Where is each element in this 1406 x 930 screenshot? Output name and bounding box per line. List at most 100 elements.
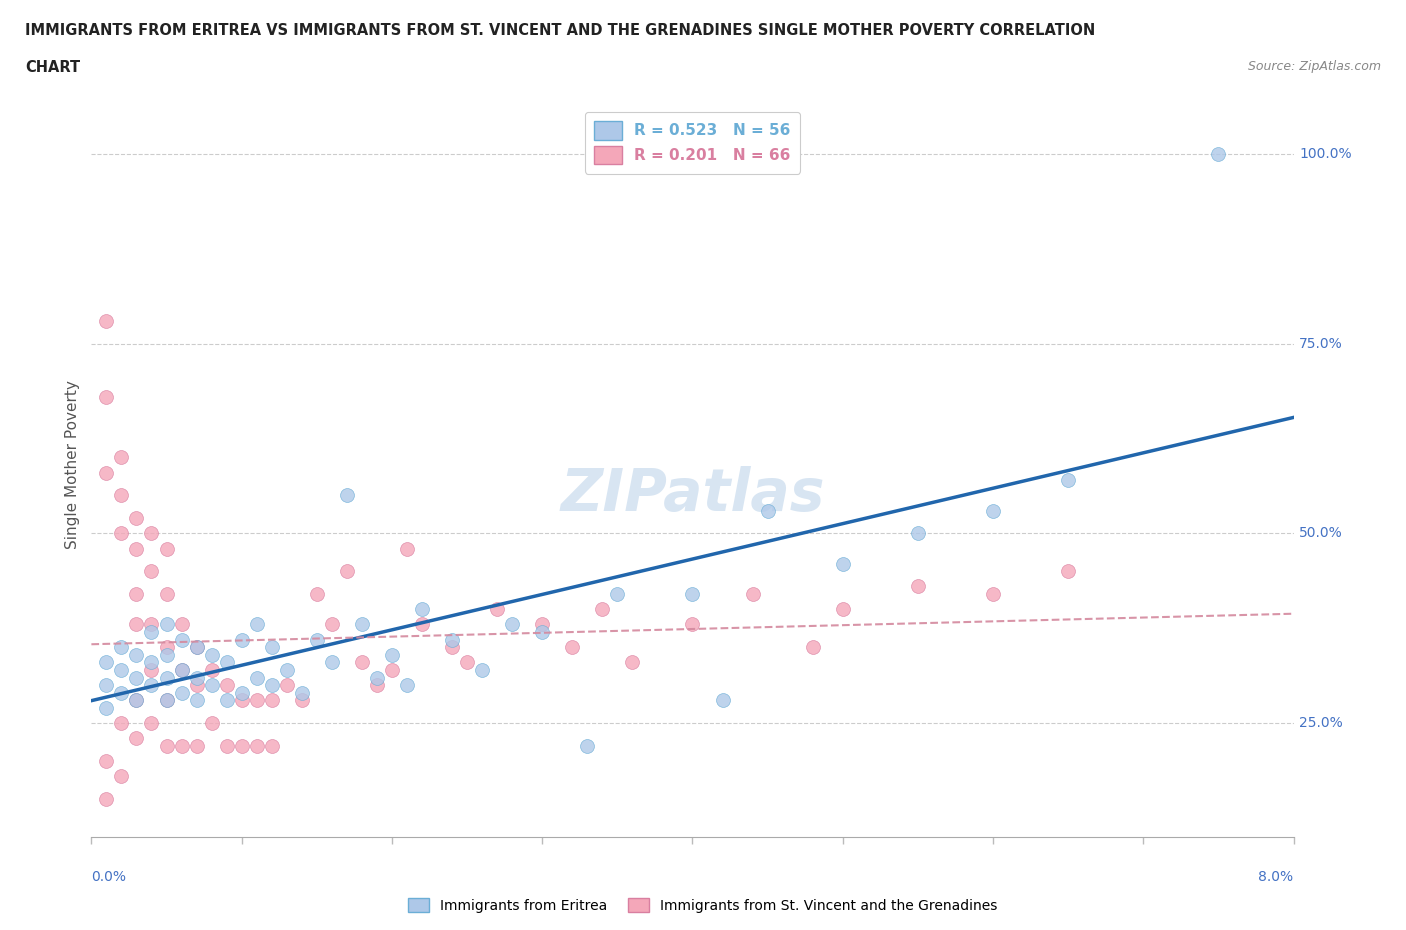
Point xyxy=(155,647,177,662)
Text: 75.0%: 75.0% xyxy=(1299,337,1343,351)
Point xyxy=(201,678,224,693)
Point xyxy=(531,625,554,640)
Point xyxy=(110,769,132,784)
Point xyxy=(440,640,463,655)
Point xyxy=(381,662,404,677)
Point xyxy=(260,678,283,693)
Point xyxy=(501,617,523,631)
Point xyxy=(336,488,359,503)
Point xyxy=(186,693,208,708)
Point xyxy=(411,617,433,631)
Point xyxy=(96,678,118,693)
Point xyxy=(981,503,1004,518)
Point xyxy=(321,655,343,670)
Point xyxy=(260,640,283,655)
Point xyxy=(125,671,148,685)
Point xyxy=(141,617,163,631)
Point xyxy=(125,617,148,631)
Point xyxy=(201,647,224,662)
Point xyxy=(350,655,373,670)
Point xyxy=(170,632,193,647)
Point xyxy=(231,632,253,647)
Point xyxy=(110,488,132,503)
Point xyxy=(531,617,554,631)
Point xyxy=(201,716,224,731)
Point xyxy=(831,556,853,571)
Point xyxy=(125,693,148,708)
Point xyxy=(395,678,418,693)
Point xyxy=(907,579,929,594)
Point xyxy=(141,662,163,677)
Point xyxy=(155,671,177,685)
Point xyxy=(576,738,599,753)
Text: 25.0%: 25.0% xyxy=(1299,716,1343,730)
Text: Source: ZipAtlas.com: Source: ZipAtlas.com xyxy=(1247,60,1381,73)
Text: 100.0%: 100.0% xyxy=(1299,147,1351,161)
Point xyxy=(186,671,208,685)
Point xyxy=(170,685,193,700)
Point xyxy=(110,525,132,540)
Point xyxy=(110,685,132,700)
Point xyxy=(141,525,163,540)
Point xyxy=(1057,564,1080,578)
Point xyxy=(411,602,433,617)
Point xyxy=(981,587,1004,602)
Point xyxy=(907,525,929,540)
Point xyxy=(110,640,132,655)
Point xyxy=(141,716,163,731)
Point xyxy=(681,587,703,602)
Point xyxy=(201,662,224,677)
Point xyxy=(276,678,298,693)
Point xyxy=(456,655,478,670)
Point xyxy=(186,640,208,655)
Point xyxy=(231,738,253,753)
Point xyxy=(125,541,148,556)
Point xyxy=(381,647,404,662)
Point xyxy=(246,671,269,685)
Point xyxy=(711,693,734,708)
Point xyxy=(170,617,193,631)
Text: 50.0%: 50.0% xyxy=(1299,526,1343,540)
Point xyxy=(366,678,388,693)
Point xyxy=(96,753,118,768)
Point xyxy=(110,716,132,731)
Point xyxy=(756,503,779,518)
Point xyxy=(231,693,253,708)
Point xyxy=(170,662,193,677)
Point xyxy=(831,602,853,617)
Point xyxy=(155,693,177,708)
Text: 8.0%: 8.0% xyxy=(1258,870,1294,884)
Point xyxy=(366,671,388,685)
Legend: R = 0.523   N = 56, R = 0.201   N = 66: R = 0.523 N = 56, R = 0.201 N = 66 xyxy=(585,112,800,174)
Point xyxy=(801,640,824,655)
Point xyxy=(155,617,177,631)
Point xyxy=(96,390,118,405)
Point xyxy=(186,738,208,753)
Point xyxy=(246,738,269,753)
Point xyxy=(125,693,148,708)
Point xyxy=(96,655,118,670)
Point xyxy=(155,738,177,753)
Point xyxy=(125,731,148,746)
Point xyxy=(291,693,314,708)
Point xyxy=(246,693,269,708)
Point xyxy=(125,587,148,602)
Point xyxy=(186,640,208,655)
Point xyxy=(591,602,613,617)
Point xyxy=(621,655,644,670)
Point xyxy=(96,465,118,480)
Point xyxy=(336,564,359,578)
Point xyxy=(215,693,238,708)
Legend: Immigrants from Eritrea, Immigrants from St. Vincent and the Grenadines: Immigrants from Eritrea, Immigrants from… xyxy=(402,893,1004,919)
Point xyxy=(141,678,163,693)
Point xyxy=(215,678,238,693)
Point xyxy=(606,587,628,602)
Point xyxy=(170,738,193,753)
Point xyxy=(260,693,283,708)
Point xyxy=(681,617,703,631)
Point xyxy=(350,617,373,631)
Point xyxy=(231,685,253,700)
Point xyxy=(561,640,583,655)
Point xyxy=(395,541,418,556)
Point xyxy=(291,685,314,700)
